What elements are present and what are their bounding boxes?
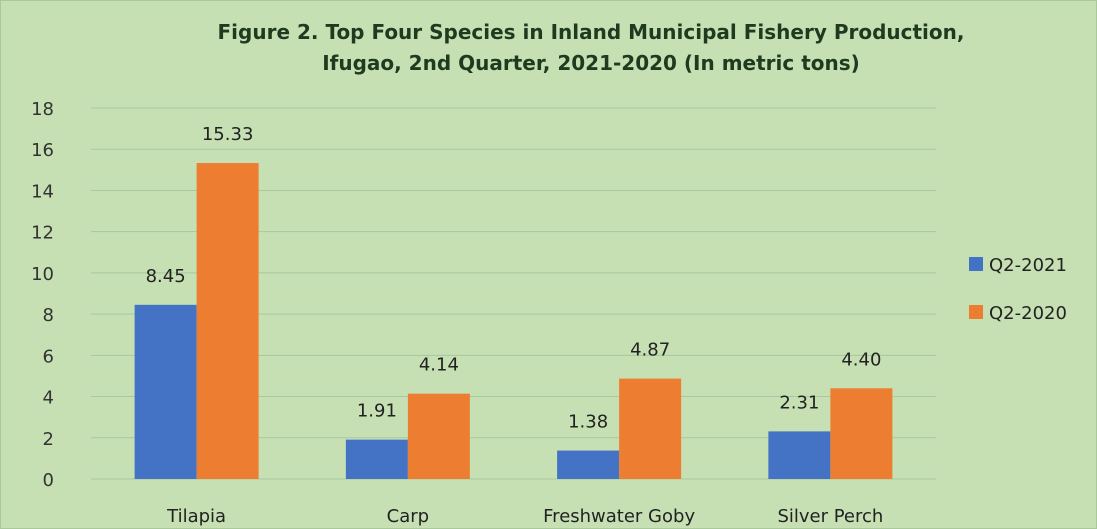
data-label: 4.87 bbox=[630, 340, 670, 361]
data-label: 4.40 bbox=[841, 349, 881, 370]
chart-title: Figure 2. Top Four Species in Inland Mun… bbox=[1, 17, 1097, 79]
data-label: 1.91 bbox=[357, 401, 397, 422]
y-tick-label: 12 bbox=[31, 223, 54, 244]
legend-label: Q2-2021 bbox=[989, 255, 1067, 276]
chart-title-line-2: Ifugao, 2nd Quarter, 2021-2020 (In metri… bbox=[322, 51, 860, 75]
bar-q2-2021 bbox=[134, 304, 197, 479]
y-tick-label: 18 bbox=[31, 99, 54, 120]
chart-title-line-1: Figure 2. Top Four Species in Inland Mun… bbox=[217, 20, 965, 44]
bar-q2-2020 bbox=[196, 163, 259, 479]
bar-q2-2021 bbox=[345, 439, 408, 479]
y-tick-label: 8 bbox=[43, 305, 54, 326]
bar-q2-2020 bbox=[619, 378, 682, 479]
y-tick-label: 16 bbox=[31, 140, 54, 161]
y-tick-label: 0 bbox=[43, 470, 54, 491]
data-label: 15.33 bbox=[202, 124, 254, 145]
x-category-label: Tilapia bbox=[166, 506, 226, 527]
bar-q2-2021 bbox=[557, 450, 620, 479]
x-category-label: Silver Perch bbox=[777, 506, 883, 527]
bar-q2-2020 bbox=[830, 388, 893, 479]
y-tick-label: 2 bbox=[43, 429, 54, 450]
y-tick-label: 10 bbox=[31, 264, 54, 285]
y-tick-label: 14 bbox=[31, 181, 54, 202]
y-tick-label: 4 bbox=[43, 388, 54, 409]
data-label: 2.31 bbox=[779, 392, 819, 413]
data-label: 8.45 bbox=[146, 266, 186, 287]
legend-swatch bbox=[969, 257, 983, 271]
legend-swatch bbox=[969, 305, 983, 319]
bar-q2-2020 bbox=[407, 393, 470, 479]
bar-q2-2021 bbox=[768, 431, 831, 479]
legend-label: Q2-2020 bbox=[989, 303, 1067, 324]
x-category-label: Carp bbox=[387, 506, 429, 527]
y-tick-label: 6 bbox=[43, 346, 54, 367]
data-label: 1.38 bbox=[568, 412, 608, 433]
x-category-label: Freshwater Goby bbox=[543, 506, 695, 527]
data-label: 4.14 bbox=[419, 355, 459, 376]
